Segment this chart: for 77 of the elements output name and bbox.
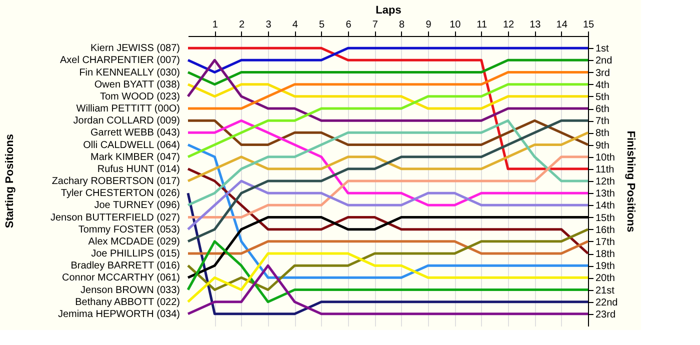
line-series [186, 131, 590, 182]
y-tick-label: 23rd [596, 309, 616, 320]
text: Alex MCDADE (029) [88, 236, 180, 248]
text: Mark KIMBER (047) [90, 152, 180, 163]
line-series [186, 83, 590, 158]
y-tick-label: 7th [596, 116, 610, 128]
x-tick-label: 14 [556, 20, 568, 30]
x-tick-label: 11 [476, 20, 488, 30]
text: Tyler CHESTERTON (026) [60, 188, 180, 200]
y-tick-label: 22nd [596, 297, 618, 308]
y-tick-label: 6th [596, 104, 610, 115]
line-series [186, 71, 590, 110]
text: Jemima HEPWORTH (034) [58, 308, 180, 320]
y-tick-label: 14th [596, 200, 615, 212]
x-tick-label: 15 [582, 20, 594, 30]
x-tick-label: 1 [212, 20, 218, 30]
y-tick-label: 3rd [596, 68, 610, 79]
y-tick-label: 12th [596, 176, 615, 188]
line-series [186, 144, 590, 279]
y-tick-label: 11th [596, 164, 614, 176]
line-series [186, 168, 590, 255]
text: Bradley BARRETT (016) [70, 260, 180, 272]
x-axis-title: Laps [376, 4, 402, 16]
x-tick-label: 2 [239, 20, 246, 30]
line-series [186, 228, 590, 291]
text: Joe TURNEY (096) [94, 200, 180, 212]
y-tick-label: 4th [596, 80, 610, 91]
text: Jenson BROWN (033) [80, 284, 180, 296]
text: Starting Positions [4, 134, 16, 228]
line-series [186, 119, 590, 206]
y-tick-label: 20th [596, 273, 615, 284]
y-tick-label: 5th [596, 92, 610, 103]
text: Garrett WEBB (043) [90, 128, 180, 139]
y-tick-label: 16th [596, 224, 615, 236]
y-tick-label: 21st [596, 285, 615, 296]
text: Joe PHILLIPS (015) [91, 248, 180, 260]
y-tick-label: 9th [596, 140, 610, 152]
x-tick-label: 9 [426, 20, 432, 30]
text: Jordan COLLARD (009) [73, 116, 180, 127]
line-series [186, 240, 590, 304]
x-tick-label: 8 [399, 20, 406, 30]
y-tick-label: 2nd [596, 56, 612, 67]
x-tick-label: 5 [319, 20, 326, 30]
y-tick-label: 19th [596, 261, 615, 272]
line-series [186, 156, 590, 218]
y-tick-label: 15th [596, 212, 615, 224]
text: Tommy FOSTER (053) [78, 224, 180, 236]
y-tick-label: 1st [596, 44, 610, 55]
text: Rufus HUNT (014) [97, 164, 180, 175]
line-series [186, 58, 590, 122]
x-tick-label: 4 [292, 20, 298, 30]
text: Tom WOOD (023) [100, 91, 180, 102]
x-tick-label: 12 [502, 20, 514, 30]
x-tick-label: 6 [346, 20, 352, 30]
text: Fin KENNEALLY (030) [79, 67, 180, 78]
y-axis-title: Finishing Positions [624, 130, 637, 232]
y-tick-label: 18th [596, 249, 615, 260]
text: William PETTITT (00O) [76, 104, 180, 114]
x-tick-label: 10 [450, 20, 462, 30]
x-tick-label: 3 [266, 20, 272, 30]
y-tick-label: 13th [596, 188, 615, 200]
line-series [186, 252, 590, 304]
text: Olli CALDWELL (064) [83, 140, 180, 151]
x-tick-label: 7 [372, 20, 378, 30]
text: Axel CHARPENTIER (007) [60, 55, 180, 66]
line-series [186, 119, 590, 243]
x-tick-label: 13 [530, 20, 542, 30]
y-tick-label: 8th [596, 128, 610, 140]
text: Bethany ABBOTT (022) [75, 296, 180, 308]
text: Owen BYATT (038) [94, 79, 180, 90]
text: Zachary ROBERTSON (017) [52, 176, 180, 187]
y-tick-label: 17th [596, 236, 615, 248]
text: Kiern JEWISS (087) [90, 43, 180, 54]
line-series [186, 180, 590, 231]
text: Jenson BUTTERFIELD (027) [50, 212, 180, 224]
y-tick-label: 10th [596, 152, 615, 164]
text: Connor MCCARTHY (061) [62, 272, 180, 284]
